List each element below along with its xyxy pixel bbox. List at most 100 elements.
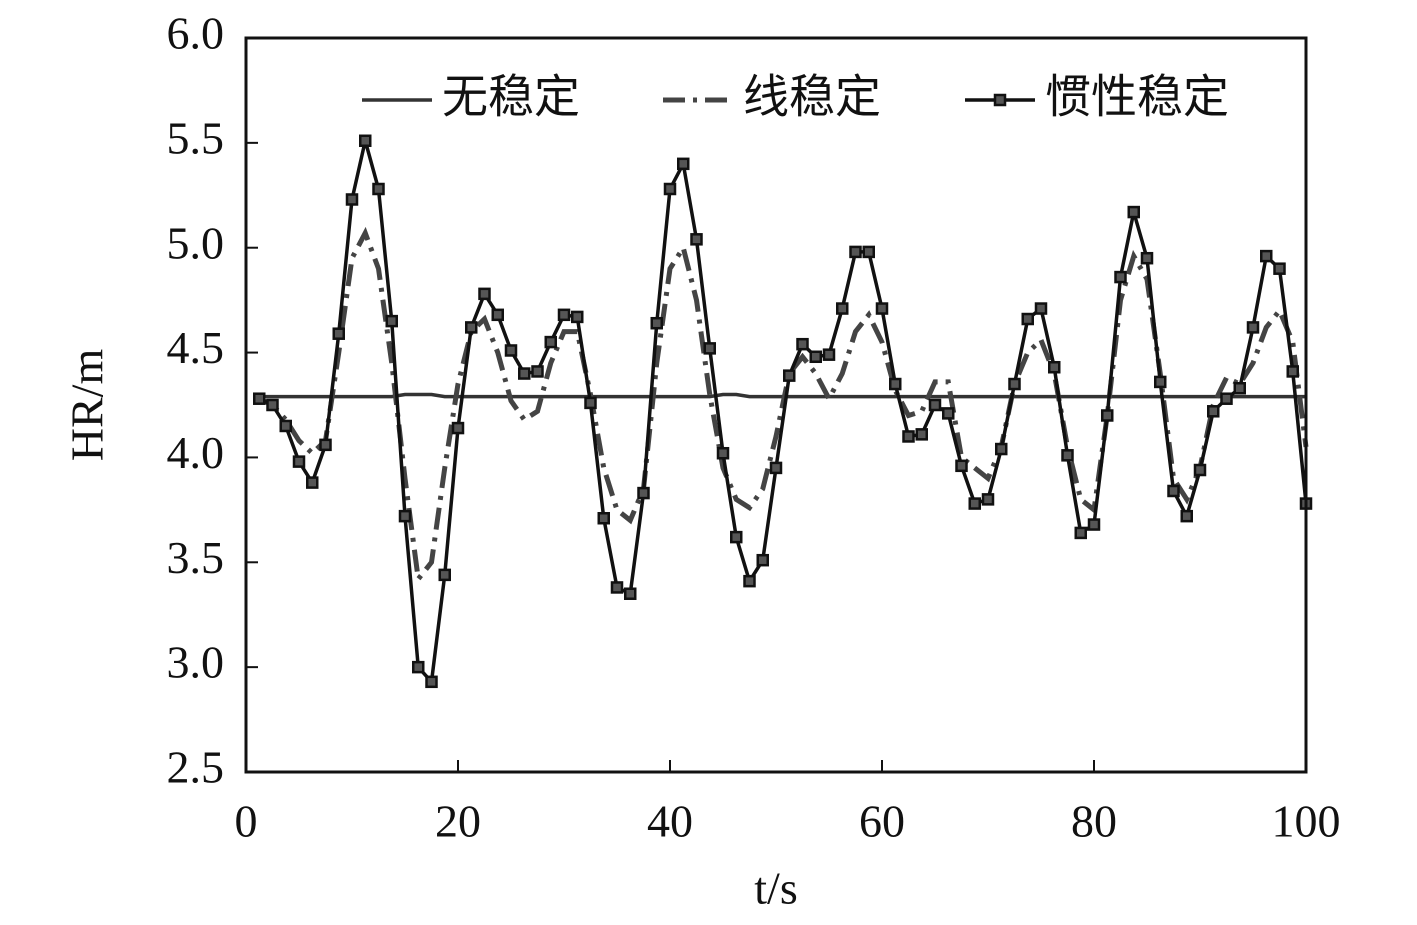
- y-tick-label: 5.0: [167, 217, 225, 268]
- series-marker: [1021, 312, 1034, 326]
- series-marker: [518, 367, 531, 380]
- series-marker: [624, 587, 637, 600]
- series-marker: [1154, 375, 1167, 389]
- series-marker: [1233, 381, 1246, 395]
- y-tick-label: 2.5: [167, 742, 225, 793]
- x-tick-label: 60: [859, 796, 905, 847]
- series-marker: [412, 660, 425, 674]
- series-marker: [1246, 321, 1260, 334]
- series-marker: [332, 327, 345, 340]
- legend-label: 无稳定: [442, 70, 580, 124]
- series-marker: [783, 369, 796, 382]
- series-marker: [1074, 526, 1087, 540]
- series-marker: [491, 308, 504, 322]
- series-marker: [292, 455, 306, 468]
- series-marker: [279, 419, 292, 433]
- series-marker: [584, 396, 597, 410]
- series-marker: [1061, 449, 1074, 462]
- series-marker: [942, 407, 955, 420]
- series-marker: [1286, 365, 1299, 378]
- legend-label: 惯性稳定: [1045, 70, 1229, 124]
- series-marker: [1167, 484, 1180, 498]
- series-marker: [928, 398, 942, 412]
- series-marker: [875, 302, 889, 315]
- series-line: [258, 226, 1309, 586]
- series-marker: [1180, 509, 1193, 523]
- series-marker: [968, 497, 981, 510]
- series-marker: [1220, 392, 1233, 405]
- plot-frame: [244, 36, 1308, 774]
- x-tick-label: 100: [1272, 796, 1341, 847]
- series-marker: [345, 193, 359, 206]
- series-marker: [385, 314, 398, 328]
- series-marker: [557, 308, 571, 322]
- series-marker: [756, 553, 769, 567]
- y-axis-label: HR/m: [62, 349, 113, 462]
- series-marker: [981, 493, 995, 506]
- series-marker: [1260, 249, 1273, 263]
- x-tick-label: 80: [1071, 796, 1117, 847]
- series-marker: [1087, 518, 1101, 531]
- series-marker: [1034, 302, 1048, 315]
- series-marker: [372, 182, 385, 196]
- series-marker: [478, 287, 491, 301]
- series-marker: [955, 459, 968, 473]
- series-marker: [359, 134, 372, 148]
- series-marker: [822, 348, 836, 361]
- series-marker: [849, 245, 862, 259]
- series-marker: [451, 421, 465, 435]
- series-marker: [253, 392, 266, 405]
- series-marker: [531, 365, 544, 378]
- x-tick-label: 0: [235, 796, 258, 847]
- series-marker: [730, 530, 743, 544]
- series-marker: [690, 233, 703, 246]
- series-marker: [1114, 270, 1127, 284]
- series-marker: [889, 377, 902, 391]
- series-marker: [504, 344, 518, 357]
- series-marker: [809, 350, 822, 364]
- x-tick-label: 20: [435, 796, 481, 847]
- series-marker: [915, 428, 928, 441]
- series-marker: [465, 321, 478, 334]
- series-marker: [1273, 262, 1286, 275]
- series-marker: [703, 342, 716, 355]
- series-marker: [677, 157, 690, 171]
- series-marker: [319, 438, 332, 452]
- series-marker: [438, 568, 451, 582]
- series-marker: [862, 245, 875, 259]
- series-marker: [306, 476, 319, 489]
- series-marker: [610, 581, 624, 594]
- series-marker: [597, 511, 610, 525]
- series-marker: [637, 486, 650, 500]
- series-marker: [1207, 405, 1220, 418]
- series-marker: [1140, 251, 1154, 265]
- y-tick-label: 5.5: [167, 112, 225, 163]
- series-marker: [743, 574, 756, 588]
- series-marker: [836, 302, 849, 315]
- series-marker: [425, 675, 438, 689]
- series-marker: [1101, 409, 1114, 422]
- series-marker: [266, 398, 279, 412]
- series-marker: [796, 337, 809, 351]
- series-marker: [663, 182, 677, 196]
- series-marker: [1193, 463, 1207, 477]
- series-marker: [1127, 205, 1140, 219]
- y-tick-label: 3.0: [167, 637, 225, 688]
- series-marker: [902, 430, 915, 443]
- series-marker: [769, 461, 783, 475]
- legend-marker: [993, 93, 1007, 107]
- y-tick-label: 4.0: [167, 427, 225, 478]
- y-tick-label: 3.5: [167, 532, 225, 583]
- series-marker: [716, 446, 730, 460]
- series-marker: [1048, 361, 1061, 374]
- y-tick-label: 4.5: [167, 322, 225, 373]
- series-marker: [571, 310, 584, 324]
- series-marker: [1008, 377, 1021, 391]
- series-marker: [650, 316, 663, 330]
- x-axis-label: t/s: [754, 863, 797, 914]
- legend-label: 线稳定: [743, 70, 881, 124]
- x-tick-label: 40: [647, 796, 693, 847]
- series-marker: [544, 335, 557, 349]
- y-tick-label: 6.0: [167, 8, 225, 59]
